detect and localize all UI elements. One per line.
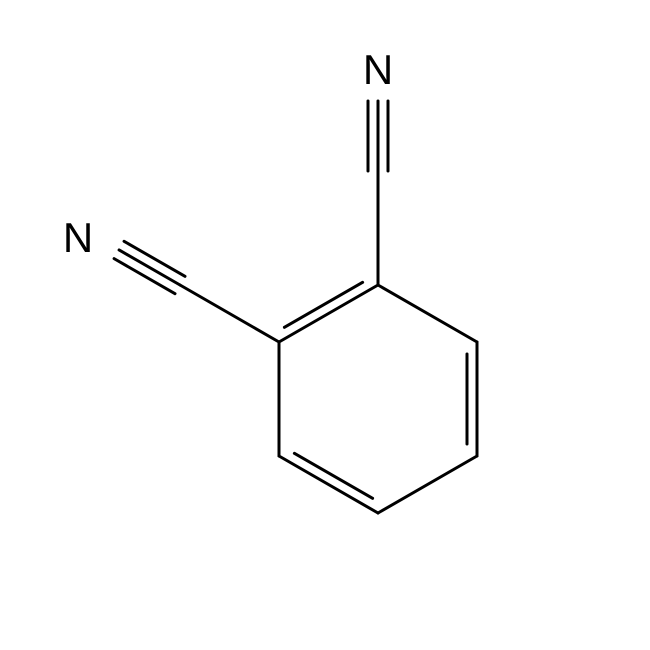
molecule-diagram: NN (0, 0, 650, 650)
atom-label: N (63, 214, 93, 261)
bond-line (378, 456, 477, 513)
bond-line (378, 285, 477, 342)
bond-line (279, 456, 378, 513)
bond-line (284, 282, 362, 327)
bond-line (180, 285, 279, 342)
bond-line (279, 285, 378, 342)
bond-line (294, 453, 372, 498)
atom-label: N (363, 46, 393, 93)
bonds-layer (114, 101, 477, 513)
atom-labels-layer: NN (63, 46, 393, 261)
